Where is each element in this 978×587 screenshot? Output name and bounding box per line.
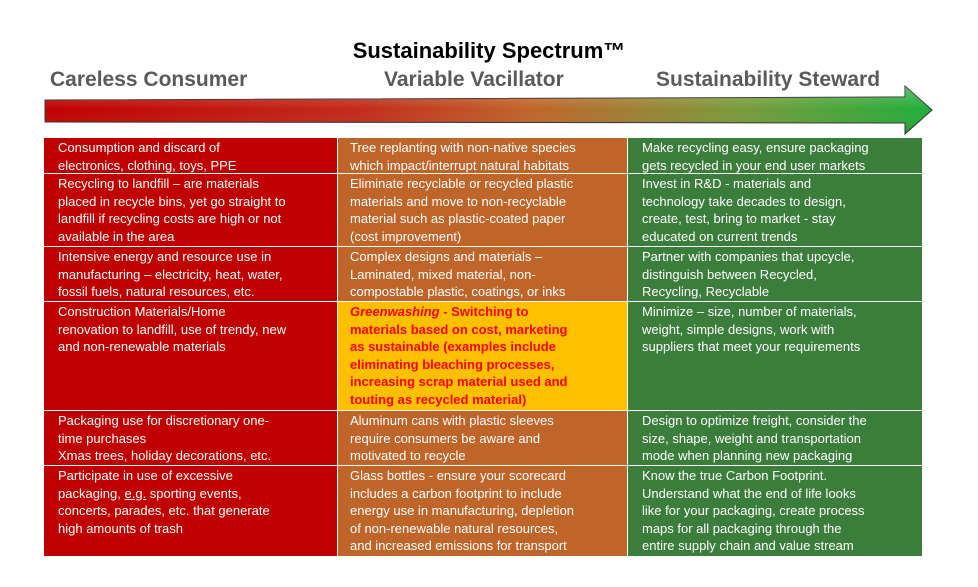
cell-text-line: entire supply chain and value stream <box>642 538 854 553</box>
cell-text-line: material such as plastic-coated paper <box>350 211 566 226</box>
cell-text-line: touting as recycled material) <box>350 391 527 407</box>
sustainability-steward-cell: Know the true Carbon Footprint. Understan… <box>628 466 922 557</box>
careless-consumer-cell: Construction Materials/Home renovation to… <box>44 302 338 411</box>
cell-text-line: Design to optimize freight, consider the <box>642 413 867 428</box>
sustainability-steward-cell: Minimize – size, number of materials, wei… <box>628 302 922 411</box>
scale-label-sustainability-steward: Sustainability Steward <box>656 68 881 91</box>
cell-text-line: energy use in manufacturing, depletion <box>350 503 575 518</box>
scale-label-careless-consumer: Careless Consumer <box>50 68 248 91</box>
sustainability-steward-cell: Design to optimize freight, consider the… <box>628 411 922 466</box>
cell-text-line: Participate in use of excessive <box>58 468 233 483</box>
cell-text-line: Complex designs and materials – <box>350 249 543 264</box>
cell-text-line: Tree replanting with non-native species <box>350 140 576 155</box>
cell-text-line: Make recycling easy, ensure packaging <box>642 140 869 155</box>
cell-text-line: landfill if recycling costs are high or … <box>58 211 282 226</box>
cell-text-line: maps for all packaging through the <box>642 520 842 536</box>
cell-text-line: increasing scrap material used and <box>350 374 568 389</box>
cell-text-line: Recycling to landfill – are materials <box>58 176 259 191</box>
sustainability-steward-cell: Make recycling easy, ensure packaging get… <box>628 138 922 174</box>
variable-vacillator-cell: Eliminate recyclable or recycled plastic… <box>338 174 628 247</box>
cell-text-line: available in the area <box>58 228 175 244</box>
cell-text-line: Understand what the end of life looks <box>642 485 856 501</box>
cell-text-line: packaging, e.g. sporting events, <box>58 485 333 503</box>
cell-text-fragment: - Switching to <box>439 304 529 319</box>
spectrum-table: Consumption and discard of electronics, c… <box>44 137 922 560</box>
cell-text-line: includes a carbon footprint to include <box>350 485 562 501</box>
variable-vacillator-cell: Complex designs and materials – Laminated… <box>338 247 628 302</box>
cell-text-line: and increased emissions for transport <box>350 538 567 553</box>
cell-text-line: size, shape, weight and transportation <box>642 430 861 446</box>
cell-text-line: materials and move to non-recyclable <box>350 193 567 209</box>
careless-consumer-cell: Consumption and discard of electronics, c… <box>44 138 338 174</box>
cell-text-line: time purchases <box>58 430 147 446</box>
cell-text-line: require consumers be aware and <box>350 430 541 446</box>
variable-vacillator-cell: Glass bottles - ensure your scorecard inc… <box>338 466 628 557</box>
cell-text-line: concerts, parades, etc. that generate <box>58 503 270 518</box>
cell-text-line: and non-renewable materials <box>58 339 226 354</box>
cell-text-line: motivated to recycle <box>350 448 466 463</box>
cell-text-line: eliminating bleaching processes, <box>350 356 555 372</box>
cell-text-line: Laminated, mixed material, non- <box>350 266 536 282</box>
scale-label-variable-vacillator: Variable Vacillator <box>384 68 564 91</box>
cell-text-line: Intensive energy and resource use in <box>58 249 272 264</box>
cell-text-line: suppliers that meet your requirements <box>642 339 861 354</box>
cell-text-line: Recycling, Recyclable <box>642 284 770 299</box>
cell-text-line: placed in recycle bins, yet go straight … <box>58 193 286 209</box>
cell-text-fragment: packaging, <box>58 485 125 501</box>
underlined-abbreviation: e.g. <box>124 485 147 501</box>
careless-consumer-cell: Intensive energy and resource use in manu… <box>44 247 338 302</box>
careless-consumer-cell: Participate in use of excessive packaging… <box>44 466 338 557</box>
cell-text-line: of non-renewable natural resources, <box>350 520 559 536</box>
cell-text-line: which impact/interrupt natural habitats <box>350 157 569 173</box>
cell-text-line: weight, simple designs, work with <box>642 321 835 337</box>
cell-text-fragment: sporting events, <box>146 485 242 501</box>
cell-text-line: electronics, clothing, toys, PPE <box>58 157 237 173</box>
cell-text-line: renovation to landfill, use of trendy, n… <box>58 321 287 337</box>
cell-text-line: Know the true Carbon Footprint. <box>642 468 827 483</box>
cell-text-line: materials based on cost, marketing <box>350 321 568 337</box>
sustainability-steward-cell: Invest in R&D - materials and technology … <box>628 174 922 247</box>
cell-text-line: as sustainable (examples include <box>350 339 556 354</box>
variable-vacillator-cell: Aluminum cans with plastic sleeves requir… <box>338 411 628 466</box>
careless-consumer-cell: Recycling to landfill – are materials pla… <box>44 174 338 247</box>
cell-text-line: distinguish between Recycled, <box>642 266 817 282</box>
cell-text-line: technology take decades to design, <box>642 193 846 209</box>
cell-text-line: Partner with companies that upcycle, <box>642 249 855 264</box>
cell-text-line: manufacturing – electricity, heat, water… <box>58 266 283 282</box>
greenwashing-cell: Greenwashing - Switching to materials bas… <box>338 302 628 411</box>
cell-text-line: gets recycled in your end user markets <box>642 157 866 173</box>
cell-text-line: Packaging use for discretionary one- <box>58 413 270 428</box>
cell-text-line: compostable plastic, coatings, or inks <box>350 284 566 299</box>
careless-consumer-cell: Packaging use for discretionary one-time… <box>44 411 338 466</box>
cell-text-line: Eliminate recyclable or recycled plastic <box>350 176 574 191</box>
cell-text-line: Aluminum cans with plastic sleeves <box>350 413 554 428</box>
cell-text-line: (cost improvement) <box>350 228 462 244</box>
spectrum-arrow <box>44 84 933 136</box>
greenwashing-term: Greenwashing <box>350 304 440 319</box>
sustainability-steward-cell: Partner with companies that upcycle, dist… <box>628 247 922 302</box>
cell-text-line: Construction Materials/Home <box>58 304 226 319</box>
cell-text-line: Greenwashing - Switching to <box>350 303 623 321</box>
cell-text-line: Minimize – size, number of materials, <box>642 304 857 319</box>
cell-text-line: Consumption and discard of <box>58 140 220 155</box>
cell-text-line: mode when planning new packaging <box>642 448 853 463</box>
cell-text-line: educated on current trends <box>642 228 798 244</box>
cell-text-line: create, test, bring to market - stay <box>642 211 836 226</box>
cell-text-line: Xmas trees, holiday decorations, etc. <box>58 448 272 463</box>
cell-text-line: fossil fuels, natural resources, etc. <box>58 284 255 299</box>
cell-text-line: high amounts of trash <box>58 520 184 536</box>
cell-text-line: Glass bottles - ensure your scorecard <box>350 468 567 483</box>
variable-vacillator-cell: Tree replanting with non-native species w… <box>338 138 628 174</box>
cell-text-line: like for your packaging, create process <box>642 503 865 518</box>
cell-text-line: Invest in R&D - materials and <box>642 176 812 191</box>
diagram-title: Sustainability Spectrum™ <box>352 38 626 63</box>
